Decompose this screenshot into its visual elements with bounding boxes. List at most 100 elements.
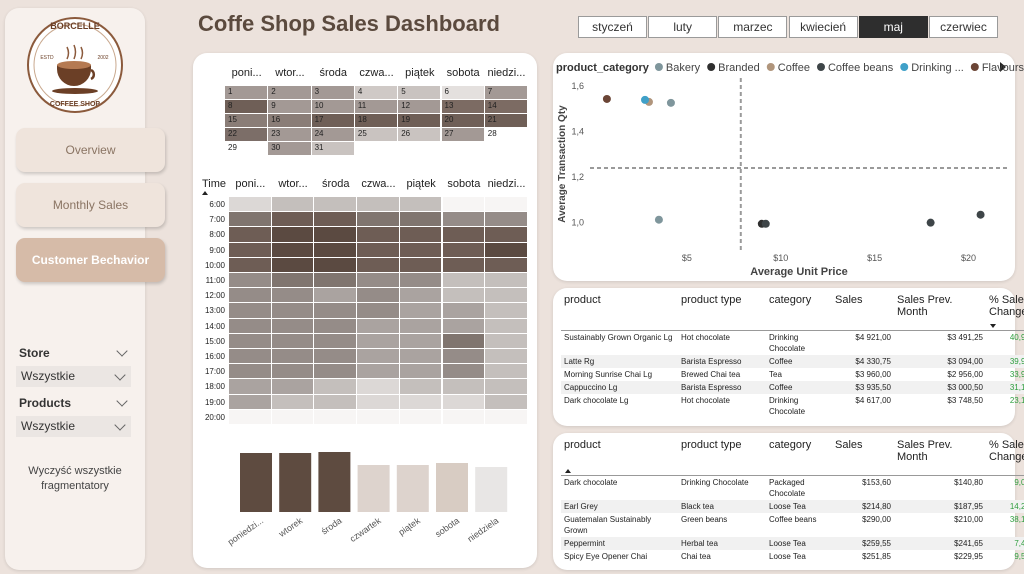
month-tab[interactable]: czerwiec xyxy=(929,16,998,38)
heatmap-cell xyxy=(229,273,272,289)
heatmap-cell xyxy=(314,318,358,334)
table-cell: $259,55 xyxy=(832,537,894,550)
month-tab[interactable]: kwiecień xyxy=(788,16,858,38)
heatmap-cell xyxy=(399,349,443,365)
heatmap-cell xyxy=(442,273,486,289)
calendar-cell: 14 xyxy=(484,100,529,114)
legend-label: Flavours xyxy=(982,62,1024,74)
table-row: Latte Rg Barista Espresso Coffee $4 330,75 $… xyxy=(561,355,1024,368)
heatmap-cell xyxy=(399,379,443,395)
product-table: product product type category Sales Sales Pr… xyxy=(561,436,1024,563)
column-header[interactable]: product type xyxy=(678,436,766,476)
heatmap-cell xyxy=(229,227,272,243)
table-cell: Spicy Eye Opener Chai xyxy=(564,552,648,561)
table-cell: 9,09% xyxy=(1014,478,1024,487)
calendar-cell: 24 xyxy=(311,128,355,142)
column-header[interactable]: product xyxy=(561,291,678,331)
heatmap-cell xyxy=(442,333,486,349)
column-header[interactable]: % Sales Change xyxy=(986,436,1024,476)
filter-label: Store xyxy=(19,346,50,360)
table-cell: Dark chocolate xyxy=(564,478,618,487)
nav-button[interactable]: Monthly Sales xyxy=(16,183,165,227)
time-label: 10:00 xyxy=(204,260,225,270)
time-label: 15:00 xyxy=(204,336,225,346)
scatter-point xyxy=(641,95,650,104)
table-cell: $3 491,25 xyxy=(947,333,983,342)
heatmap-cell xyxy=(442,257,486,273)
logo: BORCELLE ESTD 2002 COFFEE SHOP xyxy=(27,17,123,113)
column-header[interactable]: product xyxy=(561,436,678,476)
calendar-cell: 27 xyxy=(441,128,485,142)
logo-saucer xyxy=(52,88,98,94)
time-label: 19:00 xyxy=(204,397,225,407)
heatmap-cell xyxy=(271,227,315,243)
heatmap-cell xyxy=(357,349,400,365)
sort-indicator xyxy=(202,191,208,195)
month-tab[interactable]: maj xyxy=(858,16,928,38)
calendar-cell: 31 xyxy=(311,142,355,156)
nav-button[interactable]: Overview xyxy=(16,128,165,172)
bar xyxy=(240,453,272,512)
heatmap-cell xyxy=(271,212,315,228)
heatmap-cell xyxy=(485,242,528,258)
clear-filters[interactable]: Wyczyść wszystkie fragmentatory xyxy=(28,465,122,492)
column-header[interactable]: % Sales Change xyxy=(986,291,1024,331)
heatmap-cell xyxy=(485,333,528,349)
table-cell: Morning Sunrise Chai Lg xyxy=(564,370,653,379)
month-tab[interactable]: styczeń xyxy=(578,16,647,38)
legend-swatch xyxy=(970,63,979,71)
heatmap-cell xyxy=(399,318,443,334)
nav-button[interactable]: Customer Bechavior xyxy=(16,238,165,282)
column-header[interactable]: Sales xyxy=(832,436,894,476)
table-cell: 23,17% xyxy=(1009,396,1024,405)
table-cell: $3 935,50 xyxy=(832,381,894,394)
heatmap-cell xyxy=(357,212,400,228)
logo-cup-handle xyxy=(90,68,96,81)
calendar-cell: 19 xyxy=(398,114,442,128)
heatmap-cell xyxy=(229,333,272,349)
heatmap-cell xyxy=(314,212,358,228)
column-header[interactable]: category xyxy=(766,291,832,331)
column-header[interactable]: product type xyxy=(678,291,766,331)
calendar-cell: 30 xyxy=(268,142,312,156)
time-label: 20:00 xyxy=(204,412,225,422)
header-row: product product type category Sales Sales Pr… xyxy=(561,291,1024,331)
calendar-cell: 20 xyxy=(441,114,485,128)
table-cell: 14,29% xyxy=(986,500,1024,513)
heatmap-cell xyxy=(399,333,443,349)
heatmap-cell xyxy=(442,394,486,410)
column-header[interactable]: Sales xyxy=(832,291,894,331)
heatmap-cell xyxy=(485,349,528,365)
heatmap-cell xyxy=(485,409,528,425)
column-header[interactable]: Sales Prev. Month xyxy=(894,436,986,476)
filter-dropdown[interactable]: Wszystkie xyxy=(16,416,131,437)
heatmap-cell xyxy=(485,227,528,243)
heatmap-cell xyxy=(357,409,400,425)
legend-scroll-arrow[interactable] xyxy=(1000,62,1006,72)
heatmap-cell xyxy=(314,197,358,213)
filter-dropdown[interactable]: Wszystkie xyxy=(16,366,131,387)
month-tab[interactable]: marzec xyxy=(718,16,788,38)
heatmap-cell xyxy=(314,379,358,395)
legend-label: Coffee beans xyxy=(828,62,894,74)
heatmap-cell xyxy=(314,257,358,273)
table-cell: $210,00 xyxy=(954,515,983,524)
heatmap-day-header: poni... xyxy=(235,178,266,190)
time-label: 8:00 xyxy=(209,230,225,240)
heatmap-cell xyxy=(271,197,315,213)
heatmap-cell xyxy=(229,394,272,410)
column-header[interactable]: category xyxy=(766,436,832,476)
calendar-cell: 21 xyxy=(484,114,529,128)
heatmap-cell xyxy=(485,303,528,319)
heatmap-cell xyxy=(399,212,443,228)
heatmap-cell xyxy=(485,364,528,380)
column-header[interactable]: Sales Prev. Month xyxy=(894,291,986,331)
table-cell: Dark chocolate Lg xyxy=(564,396,629,405)
legend-swatch xyxy=(707,63,716,71)
time-label: 14:00 xyxy=(204,321,225,331)
table-cell: 7,41% xyxy=(986,537,1024,550)
month-tab[interactable]: luty xyxy=(648,16,718,38)
scatter-point xyxy=(976,210,985,219)
heatmap-day-header: czwa... xyxy=(361,178,396,190)
